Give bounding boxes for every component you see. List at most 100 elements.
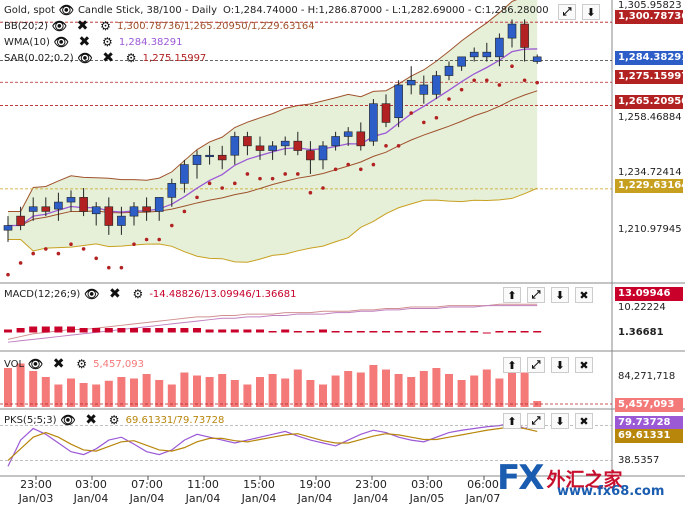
volume-bar xyxy=(407,377,416,407)
macd-histogram-bar xyxy=(508,331,516,333)
move-up-icon[interactable]: ⬆ xyxy=(503,357,521,373)
volume-bar xyxy=(520,372,529,407)
volume-bar xyxy=(495,378,504,407)
volume-bar xyxy=(344,371,353,407)
sar-dot xyxy=(69,242,73,247)
watermark-logo: FX 外汇之家 www.fx68.com xyxy=(497,452,683,504)
macd-histogram-bar xyxy=(432,331,441,333)
macd-histogram-bar xyxy=(293,331,302,333)
macd-signal-line xyxy=(7,305,538,343)
x-time: 19:00 xyxy=(299,478,331,491)
vol-pane-controls: ⬆ ⤢ ⬇ ✖ xyxy=(503,357,593,373)
x-date: Jan/05 xyxy=(409,492,445,505)
candle-body xyxy=(495,37,504,58)
sar-dot xyxy=(31,251,35,256)
close-pane-icon[interactable]: ✖ xyxy=(575,413,593,429)
volume-bar xyxy=(319,384,327,407)
macd-histogram-bar xyxy=(306,331,315,333)
sar-dot xyxy=(434,115,439,120)
gear-icon[interactable]: ⚙ xyxy=(76,357,87,371)
close-icon[interactable]: ✖ xyxy=(52,356,65,372)
eye-icon[interactable]: 👁 xyxy=(84,287,100,301)
x-axis-label: 23:00 Jan/03 xyxy=(11,478,61,506)
gear-icon[interactable]: ⚙ xyxy=(132,287,144,301)
volume-bar xyxy=(256,377,264,407)
candle-body xyxy=(91,206,101,215)
macd-histogram-bar xyxy=(268,331,277,333)
volume-bar xyxy=(117,377,126,407)
x-axis-label: 06:00 Jan/07 xyxy=(458,478,508,506)
close-icon[interactable]: ✖ xyxy=(102,50,115,66)
macd-histogram-bar xyxy=(41,326,50,333)
macd-histogram-bar xyxy=(470,331,479,333)
gear-icon[interactable]: ⚙ xyxy=(108,413,120,427)
x-time: 03:00 xyxy=(411,478,443,491)
sar-dot xyxy=(6,272,10,277)
vol-axis-tick: 84,271,718 xyxy=(618,371,676,382)
sar-dot xyxy=(195,195,199,200)
candle-body xyxy=(28,206,38,212)
move-up-icon[interactable]: ⬆ xyxy=(503,413,521,429)
gear-icon[interactable]: ⚙ xyxy=(100,19,111,33)
sar-dot xyxy=(170,223,174,228)
eye-icon[interactable]: 👁 xyxy=(51,19,68,33)
x-axis-label: 23:00 Jan/04 xyxy=(346,478,396,506)
bb-values: 1,300.78736/1,265.20950/1,229.63164 xyxy=(116,20,315,32)
move-down-icon[interactable]: ⬇ xyxy=(551,287,569,303)
maximize-icon[interactable]: ⤢ xyxy=(527,357,545,373)
eye-icon[interactable]: 👁 xyxy=(77,51,93,65)
close-icon[interactable]: ✖ xyxy=(108,286,121,302)
sar-tag: 1,275.15997 xyxy=(615,70,685,84)
volume-bar xyxy=(167,384,176,407)
sar-dot xyxy=(144,237,149,242)
candle-body xyxy=(41,206,51,212)
chevron-down-icon[interactable]: ⬇ xyxy=(582,4,600,20)
volume-bar xyxy=(382,369,390,407)
eye-icon[interactable]: 👁 xyxy=(27,357,44,371)
move-up-icon[interactable]: ⬆ xyxy=(503,287,521,303)
sar-dot xyxy=(44,247,48,251)
candle-body xyxy=(432,75,441,95)
candle-body xyxy=(217,154,227,161)
volume-bar xyxy=(331,375,340,407)
x-axis-label: 11:00 Jan/04 xyxy=(178,478,228,506)
eye-icon[interactable]: 👁 xyxy=(60,413,76,427)
volume-bar xyxy=(41,377,50,407)
close-icon[interactable]: ✖ xyxy=(85,412,97,428)
maximize-icon[interactable]: ⤢ xyxy=(527,413,545,429)
close-icon[interactable]: ✖ xyxy=(76,18,89,34)
candle-body xyxy=(469,51,479,58)
close-pane-icon[interactable]: ✖ xyxy=(575,357,593,373)
maximize-icon[interactable]: ⤢ xyxy=(558,4,576,20)
close-icon[interactable]: ✖ xyxy=(78,34,91,50)
close-pane-icon[interactable]: ✖ xyxy=(575,287,593,303)
sar-dot xyxy=(157,237,161,242)
macd-histogram-bar xyxy=(104,328,113,333)
pks-k-line xyxy=(7,422,538,467)
x-date: Jan/04 xyxy=(353,492,389,505)
candle-body xyxy=(280,140,290,147)
macd-histogram-bar xyxy=(117,328,126,333)
macd-histogram-bar xyxy=(331,331,340,333)
candle-body xyxy=(230,136,240,156)
candle-body xyxy=(129,206,139,217)
wma-tag: 1,284.38291 xyxy=(615,51,685,65)
volume-bar xyxy=(306,380,315,407)
maximize-icon[interactable]: ⤢ xyxy=(527,287,545,303)
x-date: Jan/04 xyxy=(185,492,221,505)
move-down-icon[interactable]: ⬇ xyxy=(551,413,569,429)
gear-icon[interactable]: ⚙ xyxy=(125,51,137,65)
sar-dot xyxy=(258,176,262,181)
move-down-icon[interactable]: ⬇ xyxy=(551,357,569,373)
volume-bar xyxy=(218,374,227,407)
volume-bar xyxy=(67,378,75,407)
x-axis-label: 19:00 Jan/04 xyxy=(290,478,340,506)
wma-value: 1,284.38291 xyxy=(118,36,183,48)
header-line-symbol: Gold, spot 👁 Candle Stick, 38/100 - Dail… xyxy=(0,2,549,18)
eye-icon[interactable]: 👁 xyxy=(58,3,75,17)
eye-icon[interactable]: 👁 xyxy=(53,35,69,49)
sar-dot xyxy=(207,181,212,186)
gear-icon[interactable]: ⚙ xyxy=(102,35,113,49)
pks-label: PKS(5;5;3) xyxy=(4,414,57,426)
